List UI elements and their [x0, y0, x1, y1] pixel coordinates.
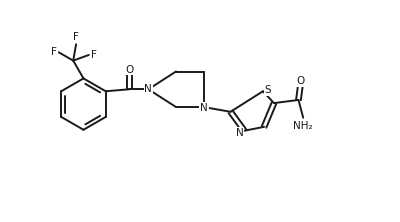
Text: O: O: [296, 76, 304, 86]
Text: S: S: [264, 85, 271, 95]
Text: F: F: [91, 50, 97, 60]
Text: F: F: [73, 32, 79, 42]
Text: N: N: [200, 103, 208, 113]
Text: N: N: [236, 128, 244, 138]
Text: NH₂: NH₂: [293, 121, 313, 131]
Text: N: N: [144, 84, 152, 94]
Text: F: F: [51, 47, 57, 57]
Text: O: O: [125, 65, 134, 75]
